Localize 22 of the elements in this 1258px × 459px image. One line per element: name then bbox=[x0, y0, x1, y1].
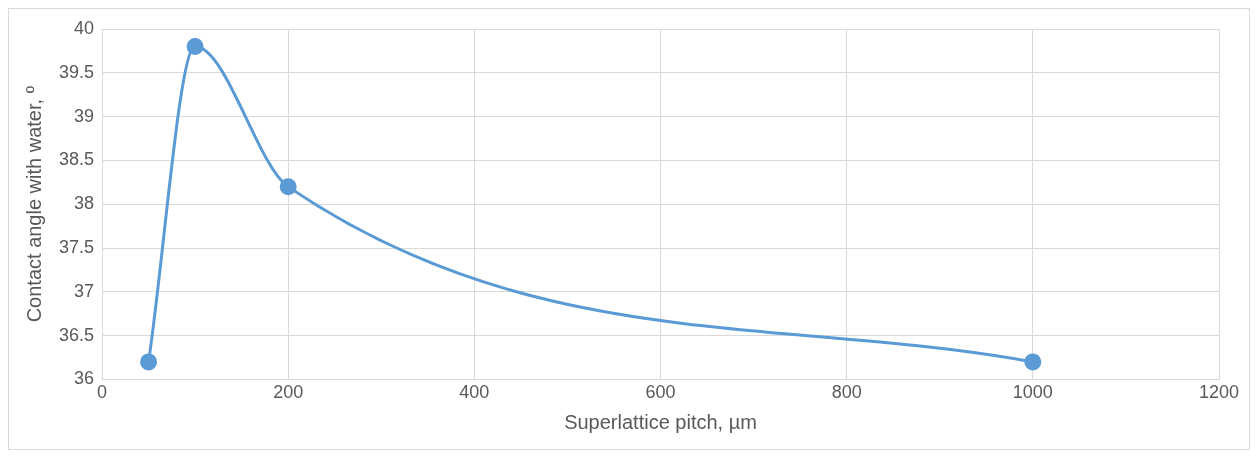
y-tick-label: 39 bbox=[74, 105, 95, 126]
point bbox=[140, 353, 158, 371]
x-tick-label: 1000 bbox=[1012, 382, 1053, 403]
y-tick-label: 38 bbox=[74, 193, 95, 214]
y-tick-label: 36.5 bbox=[58, 324, 95, 345]
x-tick-label: 800 bbox=[831, 382, 862, 403]
point bbox=[279, 178, 297, 196]
x-tick-label: 400 bbox=[459, 382, 490, 403]
y-tick-label: 36 bbox=[74, 368, 95, 389]
y-tick-label: 37.5 bbox=[58, 236, 95, 257]
y-tick-label: 38.5 bbox=[58, 149, 95, 170]
y-axis-title: Contact angle with water, º bbox=[22, 85, 45, 323]
point bbox=[1024, 353, 1042, 371]
y-tick-label: 40 bbox=[74, 17, 95, 38]
point bbox=[186, 38, 204, 56]
x-tick-label: 600 bbox=[645, 382, 676, 403]
y-tick-label: 39.5 bbox=[58, 61, 95, 82]
x-tick-label: 0 bbox=[97, 382, 108, 403]
x-tick-label: 200 bbox=[273, 382, 304, 403]
x-tick-label: 1200 bbox=[1198, 382, 1240, 403]
y-tick-label: 37 bbox=[74, 280, 95, 301]
x-axis-title: Superlattice pitch, µm bbox=[564, 410, 757, 433]
